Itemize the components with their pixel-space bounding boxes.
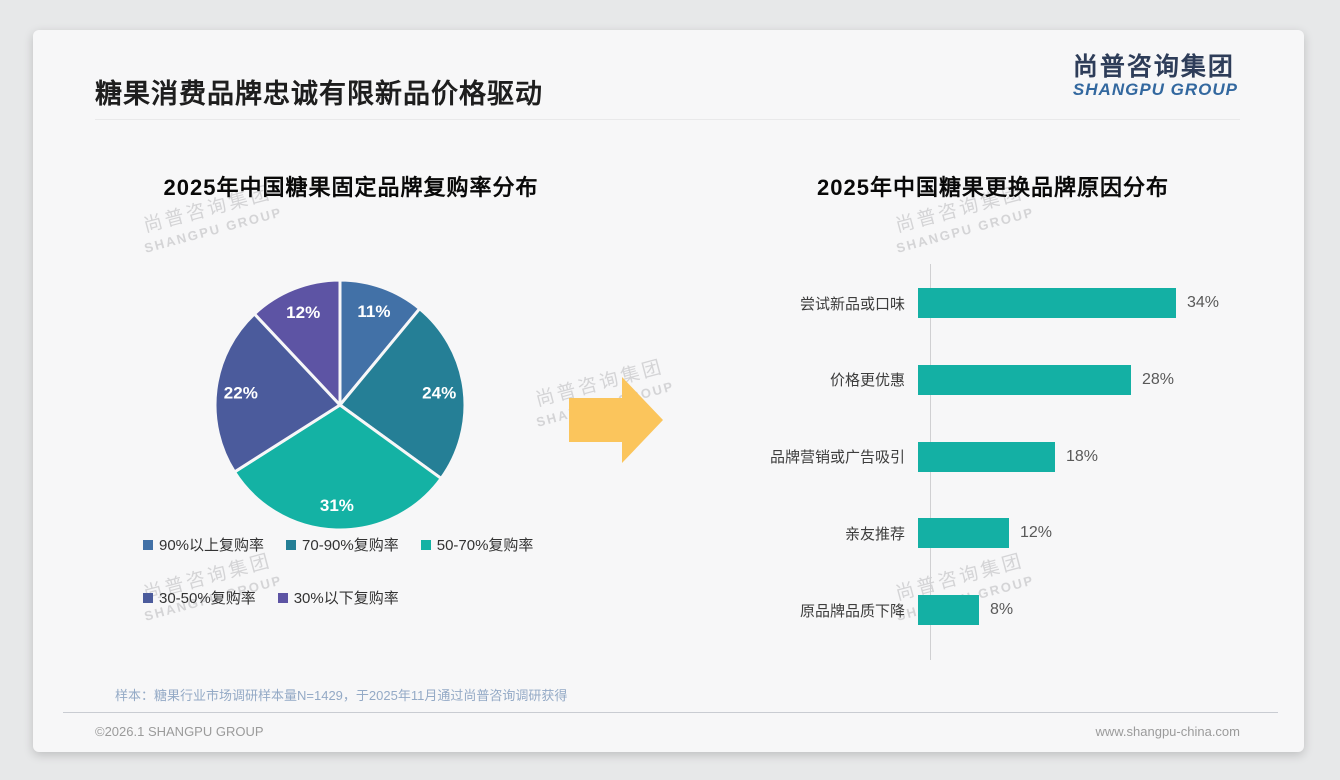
pie-slice	[252, 278, 342, 407]
bar-row: 品牌营销或广告吸引 18%	[721, 441, 1281, 472]
right-arrow-svg	[569, 377, 663, 463]
pie-slice	[338, 307, 467, 480]
legend-swatch	[420, 539, 431, 550]
bar-chart-title: 2025年中国糖果更换品牌原因分布	[817, 175, 1169, 200]
bar-category-label: 品牌营销或广告吸引	[769, 449, 905, 467]
legend-item: 30%以下复购率	[277, 587, 399, 608]
bar	[918, 441, 1055, 472]
pie-slice-label: 11%	[357, 302, 390, 321]
legend-label: 70-90%复购率	[302, 537, 399, 554]
legend-item: 50-70%复购率	[420, 534, 534, 555]
slide-card: 糖果消费品牌忠诚有限新品价格驱动 尚普咨询集团 SHANGPU GROUP 尚普…	[33, 30, 1304, 752]
bar-row: 亲友推荐 12%	[721, 518, 1281, 549]
legend-swatch	[143, 539, 153, 550]
logo-english-name: SHANGPU GROUP	[1072, 80, 1238, 100]
page-title: 糖果消费品牌忠诚有限新品价格驱动	[95, 79, 543, 109]
bar	[918, 288, 1176, 318]
bar-value-label: 34%	[1187, 294, 1220, 311]
pie-slice	[338, 278, 422, 407]
sample-footnote: 样本：糖果行业市场调研样本量N=1429，于2025年11月通过尚普咨询调研获得	[115, 688, 568, 703]
bar-chart: 尝试新品或口味 34% 价格更优惠 28% 品牌营销或广告吸引 18% 亲友推荐 12% 原品牌…	[721, 256, 1281, 668]
bar-row: 原品牌品质下降 8%	[721, 595, 1281, 626]
legend-label: 30-50%复购率	[159, 590, 256, 607]
pie-chart-svg: 11% 24% 31% 22% 12%	[213, 278, 467, 532]
legend-item: 90%以上复购率	[143, 534, 264, 555]
company-logo: 尚普咨询集团 SHANGPU GROUP	[1073, 54, 1238, 100]
bar-row: 尝试新品或口味 34%	[721, 288, 1281, 318]
bar-category-label: 价格更优惠	[829, 372, 905, 390]
legend-label: 90%以上复购率	[159, 537, 265, 554]
legend-label: 50-70%复购率	[436, 537, 534, 554]
legend-label: 30%以下复购率	[293, 590, 399, 607]
bar-value-label: 12%	[1020, 524, 1053, 542]
pie-chart-title: 2025年中国糖果固定品牌复购率分布	[163, 175, 539, 200]
bar-value-label: 28%	[1142, 370, 1175, 388]
website-url: www.shangpu-china.com	[1095, 724, 1240, 739]
pie-slice-label: 12%	[286, 303, 320, 322]
footer-divider	[63, 712, 1278, 713]
pie-slice-label: 24%	[422, 384, 456, 403]
legend-swatch	[143, 592, 153, 603]
legend-item: 70-90%复购率	[286, 534, 399, 555]
bar-category-label: 原品牌品质下降	[799, 602, 905, 620]
pie-slice	[213, 312, 342, 474]
bar-category-label: 尝试新品或口味	[799, 295, 905, 313]
bar-row: 价格更优惠 28%	[721, 364, 1281, 395]
legend-swatch	[286, 539, 297, 550]
logo-chinese-name: 尚普咨询集团	[1072, 53, 1235, 81]
watermark-en: SHANGPU GROUP	[894, 204, 1036, 256]
right-arrow-icon	[569, 377, 663, 463]
bar	[918, 364, 1131, 395]
legend-item: 30-50%复购率	[143, 587, 256, 608]
copyright-text: ©2026.1 SHANGPU GROUP	[95, 724, 264, 739]
pie-legend: 90%以上复购率 70-90%复购率 50-70%复购率 30-50%复购率 30%以下…	[143, 534, 613, 608]
pie-chart: 11% 24% 31% 22% 12%	[200, 262, 480, 542]
bar	[918, 518, 1009, 549]
watermark-en: SHANGPU GROUP	[142, 204, 284, 256]
bar-value-label: 18%	[1066, 447, 1099, 465]
bar-category-label: 亲友推荐	[844, 525, 905, 543]
title-divider	[95, 119, 1240, 120]
pie-slice-label: 22%	[224, 384, 258, 403]
pie-slice-label: 31%	[320, 496, 354, 515]
bar-value-label: 8%	[990, 601, 1014, 619]
pie-slice	[232, 403, 443, 532]
legend-swatch	[277, 592, 288, 603]
bar	[918, 595, 979, 626]
